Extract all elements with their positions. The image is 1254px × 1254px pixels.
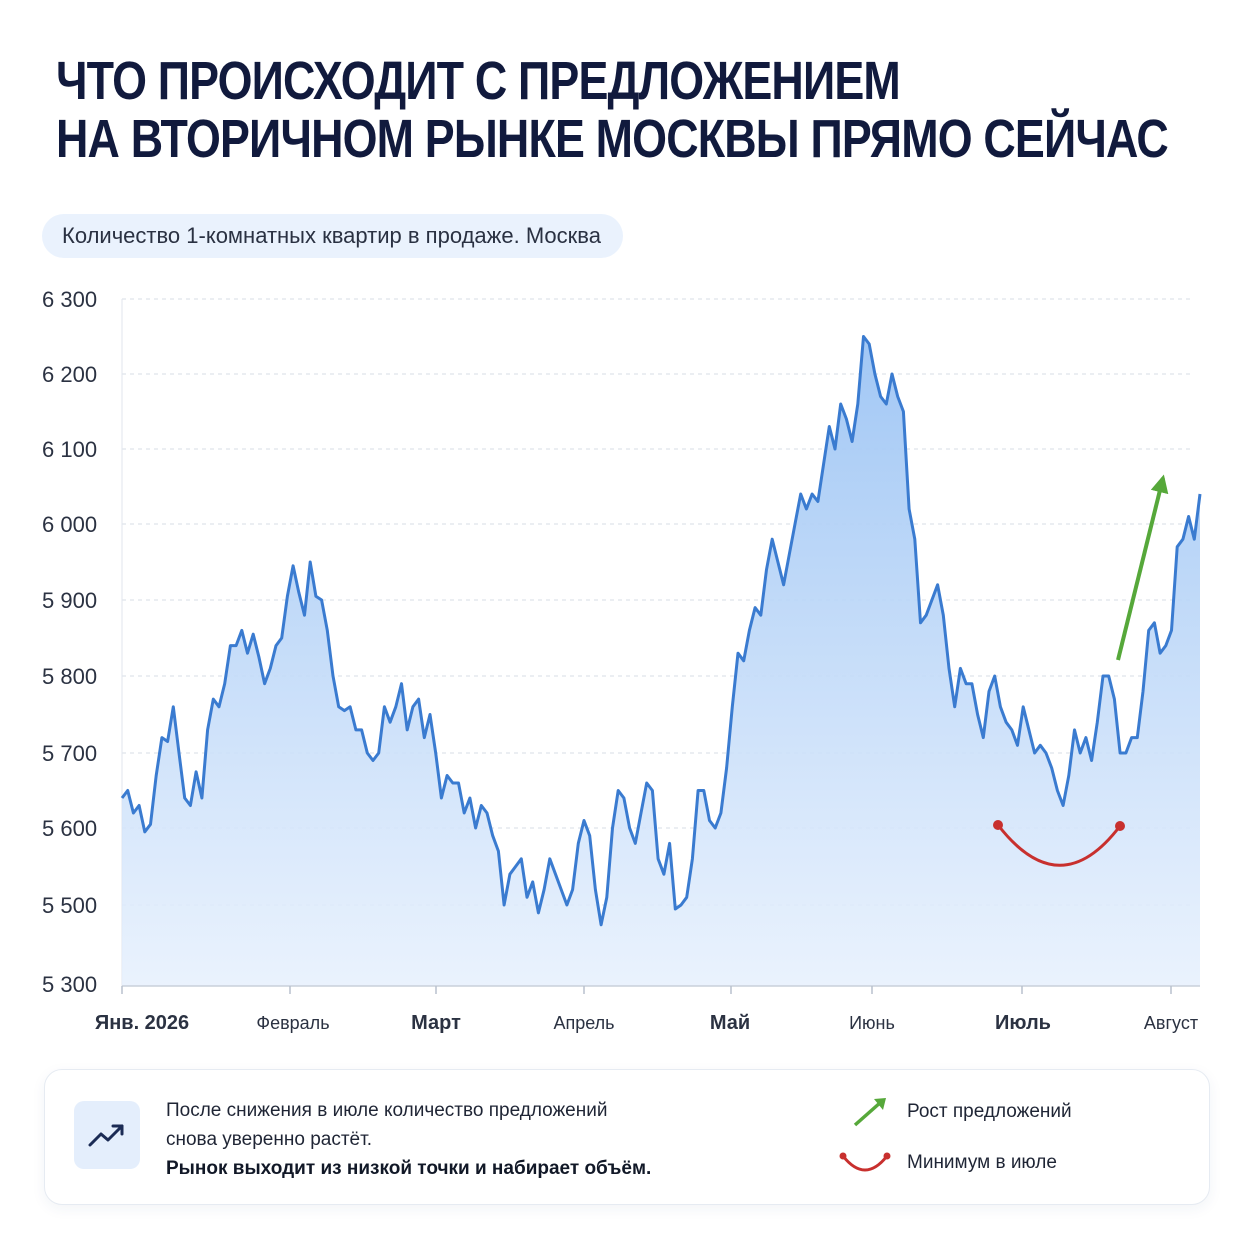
x-tick-label: Март [411, 1012, 461, 1034]
y-tick-label: 6 200 [42, 362, 97, 387]
y-tick-label: 5 600 [42, 816, 97, 841]
series-area [122, 336, 1200, 986]
x-tick-label: Апрель [553, 1013, 614, 1033]
dip-arc [996, 824, 1122, 867]
x-tick-label: Февраль [256, 1013, 329, 1033]
y-tick-label: 6 300 [42, 287, 97, 312]
x-tick-label: Май [710, 1012, 750, 1034]
y-tick-label: 6 000 [42, 512, 97, 537]
summary-card: После снижения в июле количество предлож… [44, 1069, 1210, 1205]
y-tick-label: 5 500 [42, 893, 97, 918]
title-line-1: ЧТО ПРОИСХОДИТ С ПРЕДЛОЖЕНИЕМ [56, 51, 901, 111]
summary-text: После снижения в июле количество предлож… [166, 1096, 651, 1183]
y-tick-label: 6 100 [42, 437, 97, 462]
y-tick-label: 5 900 [42, 588, 97, 613]
legend-minimum: Минимум в июле [839, 1148, 1057, 1178]
legend-growth-label: Рост предложений [907, 1101, 1072, 1122]
page-title: ЧТО ПРОИСХОДИТ С ПРЕДЛОЖЕНИЕМ НА ВТОРИЧН… [56, 51, 1169, 169]
y-tick-label: 5 300 [42, 972, 97, 997]
summary-line-3: Рынок выходит из низкой точки и набирает… [166, 1158, 652, 1179]
green-arrow-icon [853, 1098, 886, 1127]
red-arc-icon [839, 1152, 891, 1172]
x-axis: Янв. 2026 Февраль Март Апрель Май Июнь Июль Авг… [95, 986, 1198, 1034]
y-axis: 6 300 6 200 6 100 6 000 5 900 5 800 5 700 5 600… [42, 287, 97, 997]
y-tick-label: 5 700 [42, 741, 97, 766]
chart-svg: 6 300 6 200 6 100 6 000 5 900 5 800 5 700 5 600… [42, 287, 1202, 1034]
x-tick-label: Август [1144, 1013, 1198, 1033]
chart-subtitle-pill: Количество 1-комнатных квартир в продаже… [42, 214, 623, 258]
summary-line-1: После снижения в июле количество предлож… [166, 1100, 608, 1121]
trend-up-icon [74, 1101, 140, 1169]
title-line-2: НА ВТОРИЧНОМ РЫНКЕ МОСКВЫ ПРЯМО СЕЙЧАС [56, 109, 1169, 169]
chart-subtitle: Количество 1-комнатных квартир в продаже… [62, 223, 601, 248]
x-tick-label: Янв. 2026 [95, 1012, 189, 1034]
dip-arc-start-dot [993, 820, 1003, 830]
legend-minimum-label: Минимум в июле [907, 1152, 1057, 1173]
legend-growth: Рост предложений [851, 1096, 1072, 1128]
growth-arrow [1116, 474, 1169, 661]
dip-arc-end-dot [1115, 821, 1125, 831]
x-tick-label: Июль [995, 1012, 1051, 1034]
summary-line-2: снова уверенно растёт. [166, 1129, 372, 1150]
y-tick-label: 5 800 [42, 664, 97, 689]
x-tick-label: Июнь [849, 1013, 895, 1033]
series-line [120, 335, 1202, 927]
